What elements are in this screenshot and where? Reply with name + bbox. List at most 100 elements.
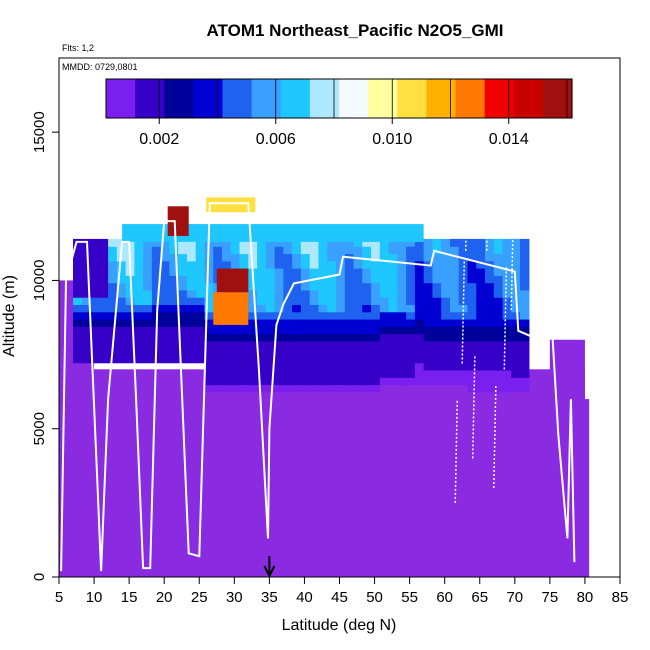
heat-cell bbox=[134, 268, 144, 276]
heat-cell bbox=[379, 282, 390, 291]
heat-cell bbox=[213, 260, 223, 269]
heat-cell bbox=[397, 377, 407, 386]
heat-cell bbox=[467, 362, 477, 371]
heat-cell bbox=[371, 260, 381, 269]
heat-cell bbox=[476, 304, 486, 313]
heat-cell bbox=[406, 326, 416, 335]
heat-cell bbox=[248, 369, 258, 378]
heat-cell bbox=[414, 348, 425, 356]
heat-cell bbox=[502, 348, 512, 356]
colorbar-segment bbox=[234, 79, 241, 118]
colorbar-tick-label: 0.010 bbox=[372, 131, 412, 148]
heat-cell bbox=[239, 362, 249, 371]
heat-cell bbox=[230, 369, 241, 378]
heat-cell bbox=[414, 326, 425, 335]
heat-cell bbox=[371, 348, 381, 356]
heat-cell bbox=[318, 282, 328, 291]
heat-cell bbox=[81, 275, 92, 284]
heat-cell bbox=[414, 246, 425, 255]
heat-cell bbox=[493, 369, 504, 378]
heat-cell bbox=[458, 260, 469, 269]
heat-cell bbox=[204, 355, 214, 364]
heat-cell bbox=[318, 340, 328, 349]
heat-cell bbox=[143, 326, 153, 335]
heat-cell bbox=[309, 340, 320, 349]
heat-cell bbox=[388, 304, 398, 313]
heat-cell bbox=[485, 246, 495, 255]
heat-cell bbox=[81, 326, 92, 335]
heat-cell bbox=[344, 238, 355, 247]
heat-cell bbox=[300, 246, 311, 255]
heat-cell bbox=[309, 362, 320, 371]
heat-cell bbox=[397, 326, 407, 335]
heat-cell bbox=[160, 282, 171, 291]
heat-cell bbox=[318, 246, 328, 255]
heat-cell bbox=[493, 348, 504, 356]
heat-cell bbox=[458, 340, 469, 349]
heat-cell bbox=[125, 304, 135, 313]
heat-cell bbox=[300, 275, 311, 284]
heat-cell bbox=[414, 362, 425, 371]
heat-cell bbox=[204, 289, 214, 298]
heat-cell bbox=[379, 377, 390, 386]
heat-cell bbox=[458, 297, 469, 306]
heat-cell bbox=[204, 340, 214, 349]
heat-cell bbox=[248, 246, 258, 255]
heat-cell bbox=[178, 275, 188, 284]
heat-cell bbox=[493, 275, 504, 284]
heat-cell bbox=[458, 238, 469, 247]
heat-cell bbox=[90, 304, 100, 313]
heat-cell bbox=[248, 348, 258, 356]
heat-cell bbox=[423, 362, 434, 371]
heat-cell bbox=[327, 260, 337, 269]
heat-cell bbox=[300, 362, 311, 371]
heat-cell bbox=[485, 326, 495, 335]
colorbar-segment bbox=[298, 79, 305, 118]
heat-cell bbox=[362, 282, 372, 291]
heat-cell bbox=[511, 253, 521, 262]
colorbar-segment bbox=[484, 79, 492, 118]
heat-cell bbox=[502, 369, 512, 378]
heat-cell bbox=[485, 348, 495, 356]
heat-cell bbox=[283, 238, 293, 247]
heat-cell bbox=[406, 253, 416, 262]
heat-cell bbox=[406, 377, 416, 386]
heat-cell bbox=[143, 297, 153, 306]
heat-cell bbox=[213, 238, 223, 247]
heat-cell bbox=[222, 253, 232, 262]
heat-cell bbox=[327, 340, 337, 349]
heat-cell bbox=[292, 268, 302, 276]
colorbar-frame bbox=[105, 78, 573, 119]
heat-cell bbox=[274, 318, 284, 327]
heat-cell bbox=[327, 355, 337, 364]
heat-cell bbox=[327, 377, 337, 386]
heat-cell bbox=[344, 362, 355, 371]
heat-cell bbox=[432, 268, 442, 276]
heat-cell bbox=[353, 311, 363, 320]
x-tick-label: 85 bbox=[612, 589, 629, 606]
heat-cell bbox=[344, 311, 355, 320]
heat-cell bbox=[353, 333, 363, 342]
colorbar-segment bbox=[164, 79, 171, 118]
heat-cell bbox=[432, 289, 442, 298]
heat-cell bbox=[90, 318, 100, 327]
heat-cell bbox=[178, 260, 188, 269]
heat-cell bbox=[423, 253, 434, 262]
heat-cell bbox=[283, 333, 293, 342]
heat-cell bbox=[257, 318, 267, 327]
heat-cell bbox=[432, 318, 442, 327]
heat-cell bbox=[344, 348, 355, 356]
heat-cell bbox=[502, 282, 512, 291]
heat-cell bbox=[344, 340, 355, 349]
heat-cell bbox=[406, 268, 416, 276]
heat-cell bbox=[441, 362, 451, 371]
colorbar-segment bbox=[205, 79, 212, 118]
base-edge bbox=[581, 399, 590, 577]
colorbar-segment bbox=[519, 79, 526, 118]
heat-cell bbox=[274, 326, 284, 335]
heat-cell bbox=[362, 238, 372, 247]
heat-cell bbox=[265, 275, 276, 284]
colorbar-tick-label: 0.014 bbox=[489, 131, 529, 148]
heat-cell bbox=[213, 326, 223, 335]
heat-cell bbox=[335, 362, 346, 371]
